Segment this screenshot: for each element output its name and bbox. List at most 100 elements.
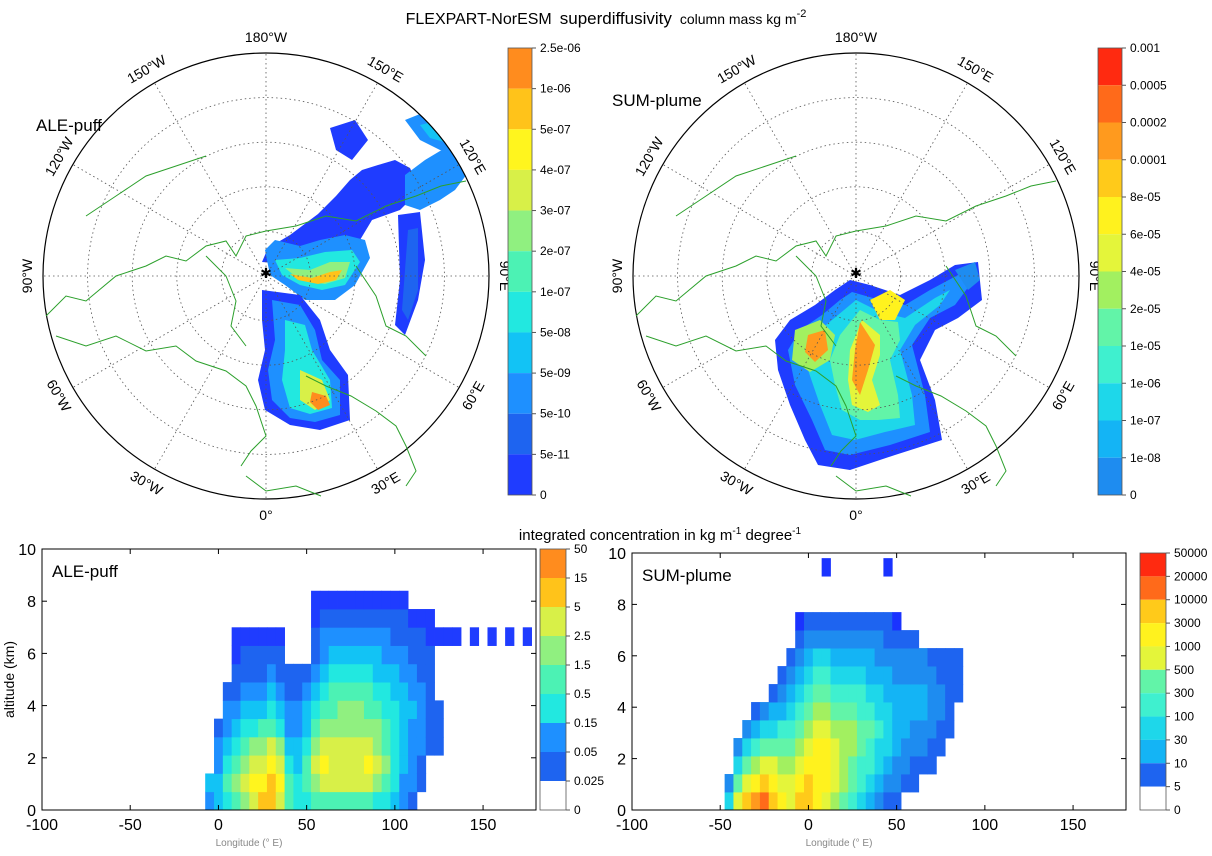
- concentration-cell: [804, 720, 814, 739]
- concentration-cell: [830, 756, 840, 775]
- concentration-cell: [909, 666, 920, 685]
- concentration-cell: [311, 773, 321, 793]
- concentration-cell: [381, 682, 391, 701]
- colorbar-tick-label: 4e-05: [1130, 265, 1161, 279]
- concentration-cell: [346, 645, 356, 665]
- concentration-cell: [258, 736, 268, 756]
- concentration-cell: [768, 684, 778, 703]
- concentration-cell: [839, 774, 849, 793]
- concentration-cell: [892, 612, 902, 631]
- concentration-cell: [293, 736, 303, 756]
- concentration-cell: [302, 773, 312, 793]
- colorbar-segment: [1098, 159, 1122, 197]
- concentration-cell: [901, 666, 911, 685]
- concentration-cell: [936, 720, 946, 739]
- concentration-cell: [874, 702, 884, 721]
- concentration-cell: [240, 736, 250, 756]
- concentration-cell: [786, 648, 796, 667]
- concentration-cell: [222, 682, 233, 701]
- concentration-cell: [812, 774, 823, 793]
- x-tick-label: -50: [709, 817, 732, 834]
- concentration-cell: [936, 738, 946, 757]
- concentration-cell: [821, 648, 831, 667]
- plume-field-sum: [775, 262, 982, 470]
- concentration-cell: [214, 736, 224, 756]
- concentration-cell: [266, 645, 277, 665]
- colorbar-segment: [540, 636, 566, 665]
- colorbar-tick-label: 0.0005: [1130, 78, 1167, 92]
- concentration-cell: [927, 720, 937, 739]
- concentration-cell: [302, 718, 312, 738]
- concentration-cell: [848, 666, 858, 685]
- concentration-cell: [416, 609, 427, 628]
- concentration-cell: [865, 684, 875, 703]
- concentration-cell: [275, 773, 285, 793]
- concentration-cell: [927, 648, 937, 667]
- concentration-cell: [768, 720, 778, 739]
- concentration-cell: [293, 700, 303, 720]
- concentration-cell: [408, 700, 418, 720]
- concentration-cell: [953, 684, 964, 703]
- coastline: [645, 335, 857, 467]
- meridian-line: [265, 275, 378, 470]
- concentration-cell: [874, 630, 884, 649]
- colorbar-segment: [1140, 716, 1166, 740]
- concentration-cell: [856, 720, 867, 739]
- concentration-cell: [416, 773, 427, 793]
- concentration-cell: [839, 738, 849, 757]
- concentration-cell: [328, 590, 338, 610]
- concentration-cell: [751, 792, 761, 810]
- concentration-cell: [390, 682, 400, 701]
- concentration-cell: [848, 792, 858, 810]
- concentration-cell: [319, 645, 330, 665]
- coastline: [45, 180, 467, 317]
- coastlines-ale: [45, 155, 467, 497]
- concentration-cell: [918, 648, 928, 667]
- concentration-cell: [759, 774, 770, 793]
- concentration-cell: [258, 700, 268, 720]
- concentration-cell: [319, 700, 330, 720]
- concentration-cell: [381, 627, 391, 646]
- concentration-cell: [909, 648, 920, 667]
- concentration-cell: [355, 627, 365, 646]
- longitude-label: 60°E: [1048, 378, 1077, 412]
- concentration-cell: [337, 682, 347, 701]
- concentration-cell: [408, 609, 418, 628]
- concentration-cell: [927, 702, 937, 721]
- concentration-cell: [777, 666, 787, 685]
- concentration-cell: [830, 774, 840, 793]
- concentration-cell: [892, 648, 902, 667]
- colorbar-tick-label: 30: [1174, 733, 1188, 747]
- concentration-cell: [372, 627, 383, 646]
- concentration-cell: [311, 645, 321, 665]
- concentration-cell: [848, 774, 858, 793]
- concentration-cell: [901, 702, 911, 721]
- concentration-cell: [874, 738, 884, 757]
- colorbar-segment: [508, 454, 532, 495]
- concentration-cell: [328, 682, 338, 701]
- concentration-cell: [319, 627, 330, 646]
- coastline: [85, 155, 207, 217]
- concentration-cell: [759, 756, 770, 775]
- concentration-cell: [821, 558, 831, 577]
- concentration-cell: [408, 663, 418, 683]
- y-tick-label: 8: [27, 594, 36, 611]
- concentration-cell: [804, 702, 814, 721]
- concentration-cell: [909, 756, 920, 775]
- concentration-cell: [768, 756, 778, 775]
- colorbar-tick-label: 100: [1174, 710, 1194, 724]
- colorbar-tick-label: 1e-05: [1130, 339, 1161, 353]
- concentration-cell: [390, 663, 400, 683]
- y-tick-label: 0: [617, 803, 626, 820]
- concentration-cell: [231, 718, 241, 738]
- concentration-cell: [266, 627, 277, 646]
- colorbar-tick-label: 1e-07: [540, 285, 571, 299]
- concentration-cell: [337, 590, 347, 610]
- coastline: [945, 265, 1017, 357]
- colorbar-tick-label: 2.5e-06: [540, 41, 581, 55]
- concentration-cell: [372, 645, 383, 665]
- colorbar-tick-label: 2e-05: [1130, 302, 1161, 316]
- concentration-cell: [804, 756, 814, 775]
- concentration-cell: [328, 718, 338, 738]
- concentration-cell: [777, 720, 787, 739]
